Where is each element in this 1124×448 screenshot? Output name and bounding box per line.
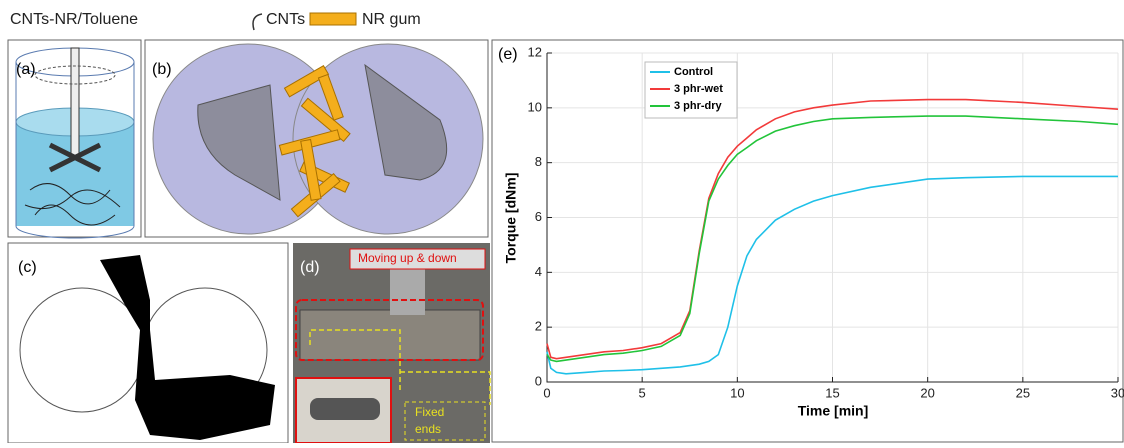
legend-nr: NR gum (362, 11, 421, 28)
x-axis-label: Time [min] (798, 403, 869, 419)
label-b: (b) (152, 61, 172, 78)
y-tick-label: 6 (535, 209, 542, 224)
sample (310, 398, 380, 420)
fixture (300, 310, 480, 360)
y-axis-label: Torque [dNm] (503, 173, 519, 264)
y-tick-label: 12 (528, 44, 542, 59)
header: CNTs-NR/Toluene (10, 11, 138, 28)
x-tick-label: 20 (920, 385, 934, 400)
roll-left (20, 288, 144, 412)
y-tick-label: 10 (528, 99, 542, 114)
figure: CNTs-NR/Toluene CNTs NR gum (a) (b) (c) … (0, 0, 1124, 443)
x-tick-label: 0 (543, 385, 550, 400)
moving-label: Moving up & down (358, 251, 457, 265)
fixed-label: ends (415, 422, 441, 436)
legend-label: 3 phr-dry (674, 100, 723, 112)
stirrer (71, 48, 79, 158)
y-tick-label: 8 (535, 154, 542, 169)
label-c: (c) (18, 259, 37, 276)
legend-cnts: CNTs (266, 11, 305, 28)
fixed-label: Fixed (415, 405, 444, 419)
x-tick-label: 30 (1111, 385, 1124, 400)
y-tick-label: 4 (535, 264, 542, 279)
label-e: (e) (498, 46, 518, 63)
x-tick-label: 25 (1016, 385, 1030, 400)
label-a: (a) (16, 61, 36, 78)
x-tick-label: 15 (825, 385, 839, 400)
y-tick-label: 2 (535, 319, 542, 334)
cnt-icon (253, 14, 262, 30)
x-tick-label: 10 (730, 385, 744, 400)
x-tick-label: 5 (639, 385, 646, 400)
legend-label: 3 phr-wet (674, 83, 723, 95)
nr-icon (310, 13, 356, 25)
label-d: (d) (300, 259, 320, 276)
legend-label: Control (674, 66, 713, 78)
chart: 0 2 4 6 8 10 12 0 5 10 15 20 25 30 Control 3 phr-wet 3 p… (528, 44, 1124, 400)
y-tick-label: 0 (535, 373, 542, 388)
